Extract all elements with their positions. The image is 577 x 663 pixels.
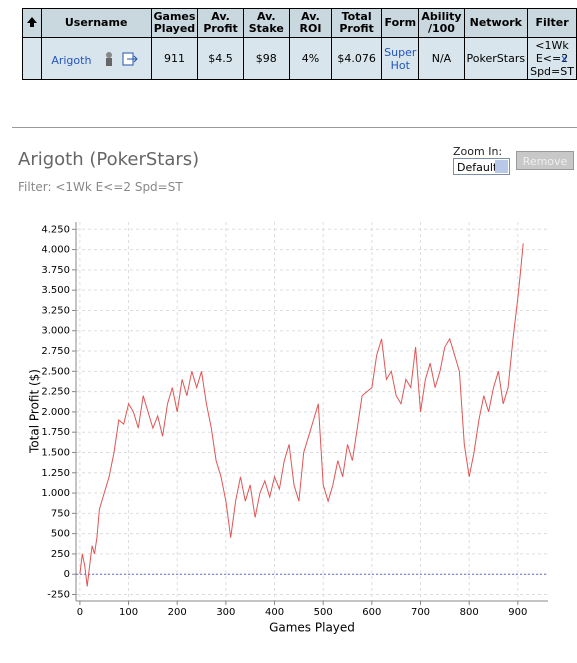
y-tick-label: 3.750 bbox=[41, 265, 70, 276]
header[interactable]: Network bbox=[463, 8, 529, 38]
cell: 4% bbox=[288, 37, 333, 80]
cell: <1Wk E<=2 Spd=ST bbox=[527, 37, 577, 80]
x-axis-label: Games Played bbox=[269, 621, 355, 635]
cell: PokerStars bbox=[463, 37, 529, 80]
x-tick-label: 700 bbox=[411, 607, 430, 618]
x-tick-label: 300 bbox=[216, 607, 235, 618]
arrow-icon bbox=[26, 16, 37, 27]
y-tick-label: 1.500 bbox=[41, 447, 70, 458]
divider bbox=[12, 127, 577, 128]
y-tick-label: 1.000 bbox=[41, 488, 70, 499]
username-cell: Arigoth bbox=[40, 37, 152, 80]
x-tick-label: 600 bbox=[362, 607, 381, 618]
y-tick-label: 250 bbox=[51, 549, 70, 560]
cell: $4.076 bbox=[331, 37, 383, 80]
select-arrow bbox=[495, 160, 508, 173]
y-tick-label: -250 bbox=[47, 590, 70, 601]
form-cell[interactable]: Super Hot bbox=[381, 37, 420, 80]
x-tick-label: 800 bbox=[460, 607, 479, 618]
header[interactable]: Av. Profit bbox=[197, 8, 244, 38]
x-tick-label: 900 bbox=[508, 607, 527, 618]
cell: $4.5 bbox=[197, 37, 244, 80]
header[interactable]: Username bbox=[40, 8, 152, 38]
y-tick-label: 2.500 bbox=[41, 366, 70, 377]
y-tick-label: 4.000 bbox=[41, 245, 70, 256]
y-tick-label: 750 bbox=[51, 508, 70, 519]
remove-button[interactable]: Remove bbox=[516, 151, 574, 170]
y-tick-label: 1.250 bbox=[41, 468, 70, 479]
x-tick-label: 500 bbox=[314, 607, 333, 618]
zoom-value: Default bbox=[457, 161, 498, 174]
y-tick-label: 4.250 bbox=[41, 224, 70, 235]
remove-link[interactable]: x bbox=[561, 52, 568, 65]
cell: 911 bbox=[150, 37, 199, 80]
y-tick-label: 2.750 bbox=[41, 346, 70, 357]
header[interactable]: Ability /100 bbox=[418, 8, 465, 38]
cell: N/A bbox=[418, 37, 465, 80]
cell: $98 bbox=[242, 37, 290, 80]
y-tick-label: 3.500 bbox=[41, 285, 70, 296]
header[interactable]: Form bbox=[381, 8, 420, 38]
y-tick-label: 0 bbox=[64, 569, 70, 580]
profit-line bbox=[79, 243, 524, 587]
chart-heading: Arigoth (PokerStars) bbox=[18, 149, 200, 170]
y-axis-label: Total Profit ($) bbox=[28, 369, 42, 454]
x-tick-label: 0 bbox=[77, 607, 83, 618]
x-tick-label: 200 bbox=[168, 607, 187, 618]
header[interactable]: Filter bbox=[527, 8, 577, 38]
zoom-label: Zoom In: bbox=[453, 145, 503, 158]
stats-table: Username Games Played Av. Profit Av. Sta… bbox=[22, 8, 577, 80]
y-tick-label: 500 bbox=[51, 529, 70, 540]
header[interactable]: Av. Stake bbox=[242, 8, 290, 38]
x-tick-label: 400 bbox=[265, 607, 284, 618]
y-tick-label: 3.000 bbox=[41, 326, 70, 337]
y-tick-label: 3.250 bbox=[41, 305, 70, 316]
y-tick-label: 2.250 bbox=[41, 387, 70, 398]
x-tick-label: 100 bbox=[119, 607, 138, 618]
y-tick-label: 2.000 bbox=[41, 407, 70, 418]
filter-text: Filter: <1Wk E<=2 Spd=ST bbox=[18, 180, 183, 194]
username-link[interactable]: Arigoth bbox=[51, 53, 92, 67]
player-icons bbox=[105, 51, 138, 66]
header[interactable]: Av. ROI bbox=[288, 8, 333, 38]
empty-cell bbox=[22, 37, 42, 80]
y-tick-label: 1.750 bbox=[41, 427, 70, 438]
zoom-select[interactable]: Default bbox=[453, 158, 510, 175]
